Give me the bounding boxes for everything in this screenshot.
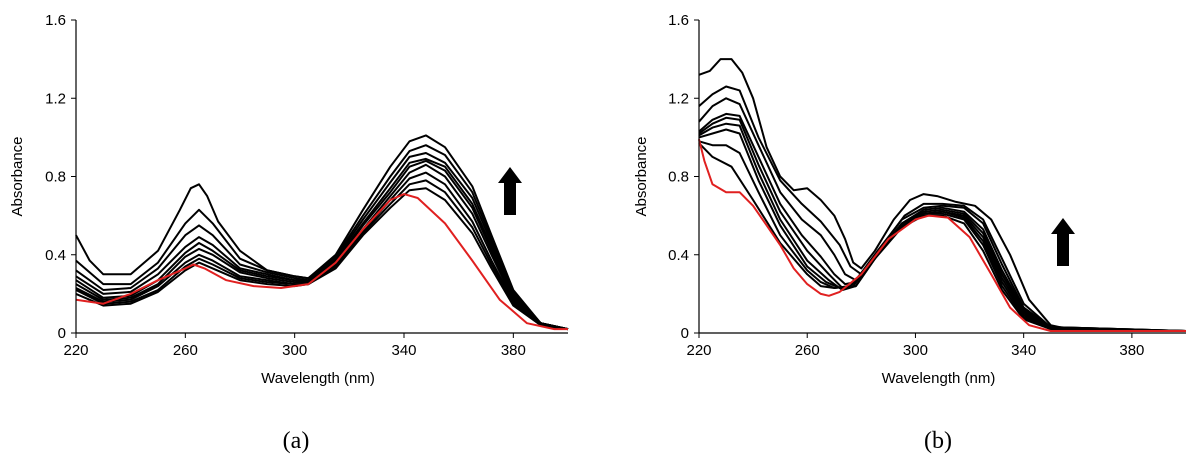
y-tick-label: 1.6 [45,12,66,29]
panel-label-a: (a) [283,428,310,454]
series-line-2 [698,140,1186,332]
series-line-6 [698,112,1186,332]
series-line-9 [698,58,1186,332]
y-tick-label: 0 [58,325,66,342]
y-tick-label: 0.4 [668,247,689,264]
series-line-initial [698,139,1186,332]
up-arrow-icon [1051,218,1075,266]
chart-panel-b: 220 260 300 340 380 0 0.4 0.8 1.2 1.6 Wavelength … [633,12,1186,454]
series-line-7 [698,97,1186,332]
x-tick-label: 380 [501,342,526,359]
y-tick-label: 0.8 [668,169,689,186]
x-tick-label: 220 [686,342,711,359]
y-axis-label: Absorbance [9,136,26,216]
x-tick-label: 380 [1119,342,1144,359]
series-line-9 [75,134,569,331]
y-tick-label: 0.8 [45,169,66,186]
x-tick-label: 340 [391,342,416,359]
x-tick-label: 300 [903,342,928,359]
y-tick-label: 1.2 [668,90,689,107]
panel-label-b: (b) [924,428,952,454]
y-tick-label: 0.4 [45,247,66,264]
series-line-initial [75,193,568,331]
y-tick-label: 1.6 [668,12,689,29]
y-tick-label: 1.2 [45,90,66,107]
series-line-7 [75,152,569,331]
chart-panel-a: 220 260 300 340 380 0 0.4 0.8 1.2 1.6 Wavelength … [9,12,569,454]
x-axis-label: Wavelength (nm) [261,370,375,387]
up-arrow-icon [498,167,522,215]
x-tick-label: 260 [173,342,198,359]
series-line-8 [75,144,569,331]
x-tick-label: 220 [63,342,88,359]
x-tick-label: 300 [282,342,307,359]
series-line-4 [698,122,1186,332]
series-line-5 [698,116,1186,332]
series-line-1 [698,142,1186,332]
x-tick-label: 340 [1011,342,1036,359]
x-axis-label: Wavelength (nm) [882,370,996,387]
y-tick-label: 0 [681,325,689,342]
y-axis-label: Absorbance [633,136,650,216]
x-tick-label: 260 [795,342,820,359]
